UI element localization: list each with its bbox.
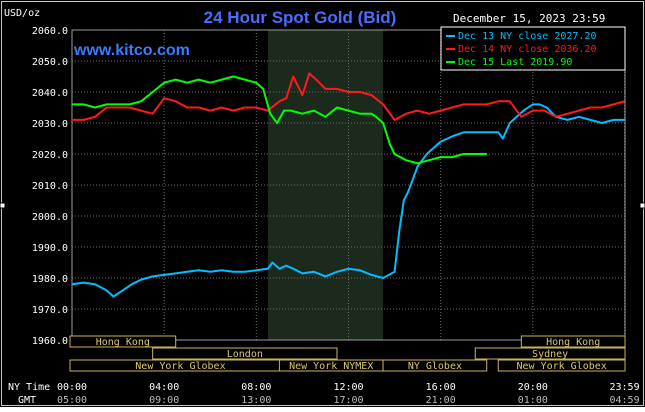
y-tick-label: 1970.0 <box>32 305 68 316</box>
series-line <box>72 72 625 121</box>
x-tick-label: 04:59 <box>609 395 639 406</box>
session-label: New York Globex <box>516 361 606 372</box>
x-tick-label: 21:00 <box>426 395 456 406</box>
session-label: New York NYMEX <box>289 361 373 372</box>
session-label: Sydney <box>532 349 568 360</box>
x-tick-label: 12:00 <box>333 382 363 393</box>
x-tick-label: 17:00 <box>333 395 363 406</box>
y-tick-label: 2060.0 <box>32 26 68 37</box>
y-tick-label: 1960.0 <box>32 336 68 347</box>
y-tick-label: 2010.0 <box>32 181 68 192</box>
session-bar <box>382 359 488 372</box>
legend-entry: Dec 14 NY close 2036.20 <box>458 44 596 55</box>
session-bar <box>474 347 626 360</box>
series-line <box>71 103 625 298</box>
legend-box <box>440 26 626 71</box>
y-tick-label: 2000.0 <box>32 212 68 223</box>
x-tick-label: 20:00 <box>518 382 548 393</box>
x-tick-label: 13:00 <box>241 395 271 406</box>
resize-handle-right[interactable] <box>639 202 645 209</box>
y-axis-unit-label: USD/oz <box>4 8 40 19</box>
session-label: London <box>227 349 263 360</box>
x-tick-label: 08:00 <box>241 382 271 393</box>
series-lines <box>71 72 625 298</box>
x-tick-label: 04:00 <box>149 382 179 393</box>
y-tick-label: 2040.0 <box>32 88 68 99</box>
y-tick-label: 2030.0 <box>32 119 68 130</box>
series-line <box>72 75 487 165</box>
y-tick-label: 1990.0 <box>32 243 68 254</box>
legend-entry: Dec 15 Last 2019.90 <box>458 57 572 68</box>
resize-handle-left[interactable] <box>0 202 6 209</box>
chart-title: 24 Hour Spot Gold (Bid) <box>204 8 397 27</box>
session-label: Hong Kong <box>546 337 600 348</box>
y-tick-label: 1980.0 <box>32 274 68 285</box>
session-bar <box>152 347 338 360</box>
session-bar <box>520 335 626 348</box>
timestamp: December 15, 2023 23:59 <box>453 12 605 25</box>
x-tick-label: 00:00 <box>57 382 87 393</box>
x-tick-label: 01:00 <box>518 395 548 406</box>
x-tick-label: 05:00 <box>57 395 87 406</box>
x-tick-label: 16:00 <box>426 382 456 393</box>
legend-entry: Dec 13 NY close 2027.20 <box>458 31 596 42</box>
x-row-label-gmt: GMT <box>18 395 36 406</box>
x-tick-label: 09:00 <box>149 395 179 406</box>
y-tick-label: 2050.0 <box>32 57 68 68</box>
y-axis-ticks: 1960.0 1970.0 1980.0 1990.0 2000.0 2010.0 2020… <box>32 26 68 347</box>
x-row-label-nytime: NY Time <box>8 382 50 393</box>
x-tick-label: 23:59 <box>609 382 639 393</box>
plot-border <box>71 29 626 341</box>
session-bar <box>497 359 626 372</box>
x-axis-ticks: 00:00 04:00 08:00 12:00 16:00 20:00 23:59 05:00… <box>57 382 640 406</box>
brand-url: www.kitco.com <box>73 42 190 59</box>
y-tick-label: 2020.0 <box>32 150 68 161</box>
legend: Dec 13 NY close 2027.20 Dec 14 NY close 2… <box>440 26 626 71</box>
session-label: Hong Kong <box>96 337 150 348</box>
session-label: NY Globex <box>408 361 462 372</box>
session-label: New York Globex <box>135 361 225 372</box>
session-bar <box>69 335 177 348</box>
